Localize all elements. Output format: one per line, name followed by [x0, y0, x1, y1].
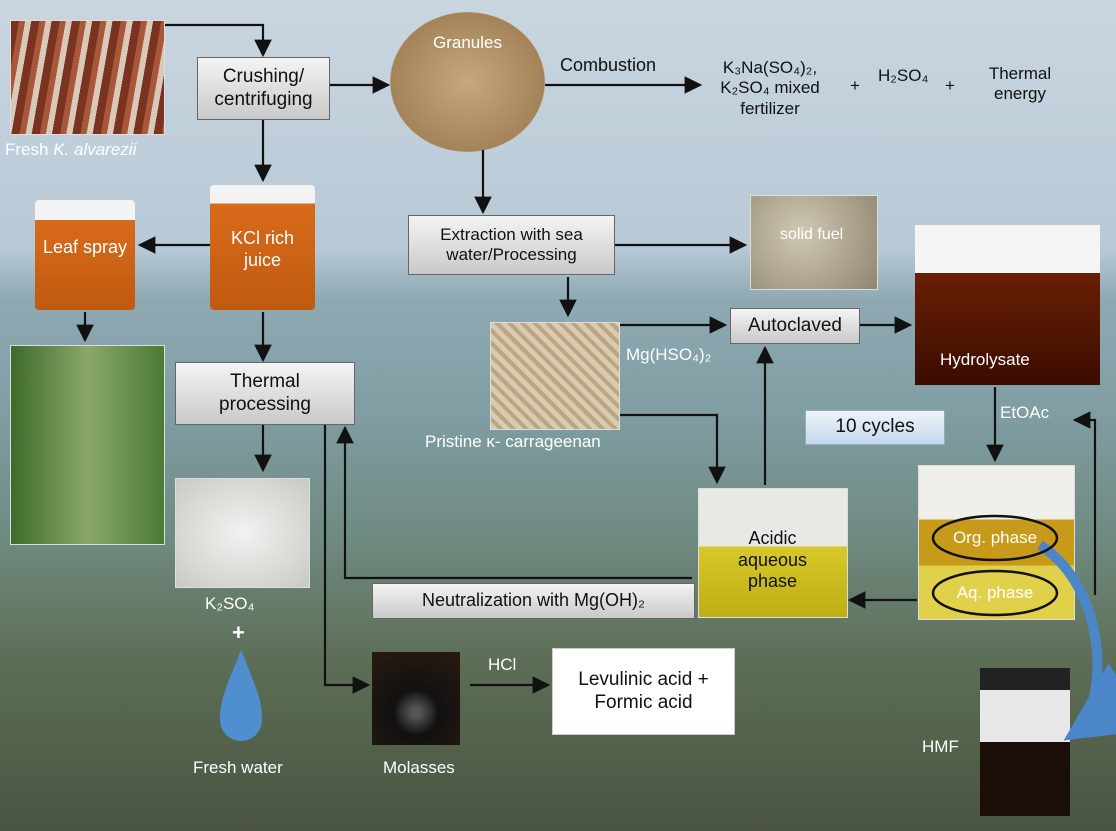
levulinic-box: Levulinic acid + Formic acid [552, 648, 735, 735]
plus: + [232, 620, 245, 646]
molasses-label: Molasses [383, 758, 455, 778]
autoclaved-box: Autoclaved [730, 308, 860, 344]
source-label: Fresh K. alvarezii [5, 140, 136, 160]
k2so4-label: K₂SO₄ [205, 594, 254, 614]
energy-label: Thermal energy [975, 64, 1065, 105]
plus: + [945, 76, 955, 96]
solid-fuel-label: solid fuel [780, 225, 843, 244]
aq-label: Aq. phase [935, 583, 1055, 603]
hcl-label: HCl [488, 655, 516, 675]
fertilizer-label: K₃Na(SO₄)₂, K₂SO₄ mixed fertilizer [700, 58, 840, 119]
plus: + [850, 76, 860, 96]
pristine-label: Pristine κ- carrageenan [425, 432, 601, 452]
leaf-label: Leaf spray [42, 237, 128, 259]
thermal-box: Thermal processing [175, 362, 355, 425]
etoac-label: EtOAc [1000, 403, 1049, 423]
catalyst-label: Mg(HSO₄)₂ [626, 345, 711, 365]
species: K. alvarezii [53, 140, 136, 159]
extraction-box: Extraction with sea water/Processing [408, 215, 615, 275]
combustion-label: Combustion [560, 55, 656, 77]
hydrolysate-label: Hydrolysate [940, 350, 1030, 370]
hmf-label: HMF [922, 737, 959, 757]
neutralization-box: Neutralization with Mg(OH)₂ [372, 583, 695, 619]
granules-label: Granules [410, 33, 525, 53]
kcl-label: KCl rich juice [215, 228, 310, 271]
fresh-water-label: Fresh water [193, 758, 283, 778]
sulfuric-label: H₂SO₄ [878, 66, 928, 86]
acidic-label: Acidic aqueous phase [720, 528, 825, 593]
source-prefix: Fresh [5, 140, 48, 159]
crushing-box: Crushing/ centrifuging [197, 57, 330, 120]
cycles-box: 10 cycles [805, 410, 945, 445]
org-label: Org. phase [935, 528, 1055, 548]
diagram: Fresh K. alvarezii Crushing/ centrifugin… [0, 0, 1116, 831]
